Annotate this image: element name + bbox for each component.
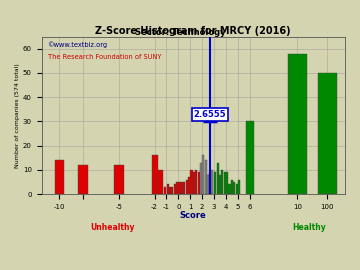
- Bar: [202, 155, 204, 194]
- Bar: [78, 165, 88, 194]
- Bar: [246, 122, 254, 194]
- Bar: [186, 180, 188, 194]
- Bar: [221, 170, 224, 194]
- Bar: [181, 182, 183, 194]
- Bar: [169, 187, 171, 194]
- Bar: [158, 170, 163, 194]
- Bar: [205, 160, 207, 194]
- Y-axis label: Number of companies (574 total): Number of companies (574 total): [15, 63, 20, 168]
- Bar: [211, 170, 213, 194]
- Bar: [231, 180, 233, 194]
- Bar: [198, 172, 200, 194]
- Text: Healthy: Healthy: [292, 223, 326, 232]
- Bar: [55, 160, 64, 194]
- Bar: [152, 155, 158, 194]
- Bar: [200, 163, 202, 194]
- Bar: [217, 163, 219, 194]
- Text: 2.6555: 2.6555: [194, 110, 226, 119]
- Bar: [238, 180, 240, 194]
- Bar: [195, 170, 197, 194]
- Bar: [236, 184, 238, 194]
- Bar: [176, 182, 178, 194]
- Text: ©www.textbiz.org: ©www.textbiz.org: [48, 41, 108, 48]
- Bar: [190, 170, 193, 194]
- Bar: [188, 177, 190, 194]
- Bar: [224, 172, 226, 194]
- Bar: [179, 182, 181, 194]
- Bar: [214, 172, 216, 194]
- Bar: [229, 184, 231, 194]
- Bar: [318, 73, 337, 194]
- X-axis label: Score: Score: [180, 211, 207, 220]
- Bar: [164, 187, 166, 194]
- Bar: [193, 172, 195, 194]
- Bar: [209, 172, 211, 194]
- Bar: [288, 53, 307, 194]
- Text: Sector: Technology: Sector: Technology: [135, 28, 225, 37]
- Bar: [114, 165, 123, 194]
- Bar: [219, 175, 221, 194]
- Bar: [174, 184, 176, 194]
- Bar: [226, 172, 228, 194]
- Bar: [233, 182, 235, 194]
- Bar: [207, 175, 209, 194]
- Text: The Research Foundation of SUNY: The Research Foundation of SUNY: [48, 54, 161, 60]
- Bar: [183, 182, 185, 194]
- Bar: [167, 184, 169, 194]
- Text: Unhealthy: Unhealthy: [91, 223, 135, 232]
- Title: Z-Score Histogram for MRCY (2016): Z-Score Histogram for MRCY (2016): [95, 26, 291, 36]
- Bar: [171, 187, 174, 194]
